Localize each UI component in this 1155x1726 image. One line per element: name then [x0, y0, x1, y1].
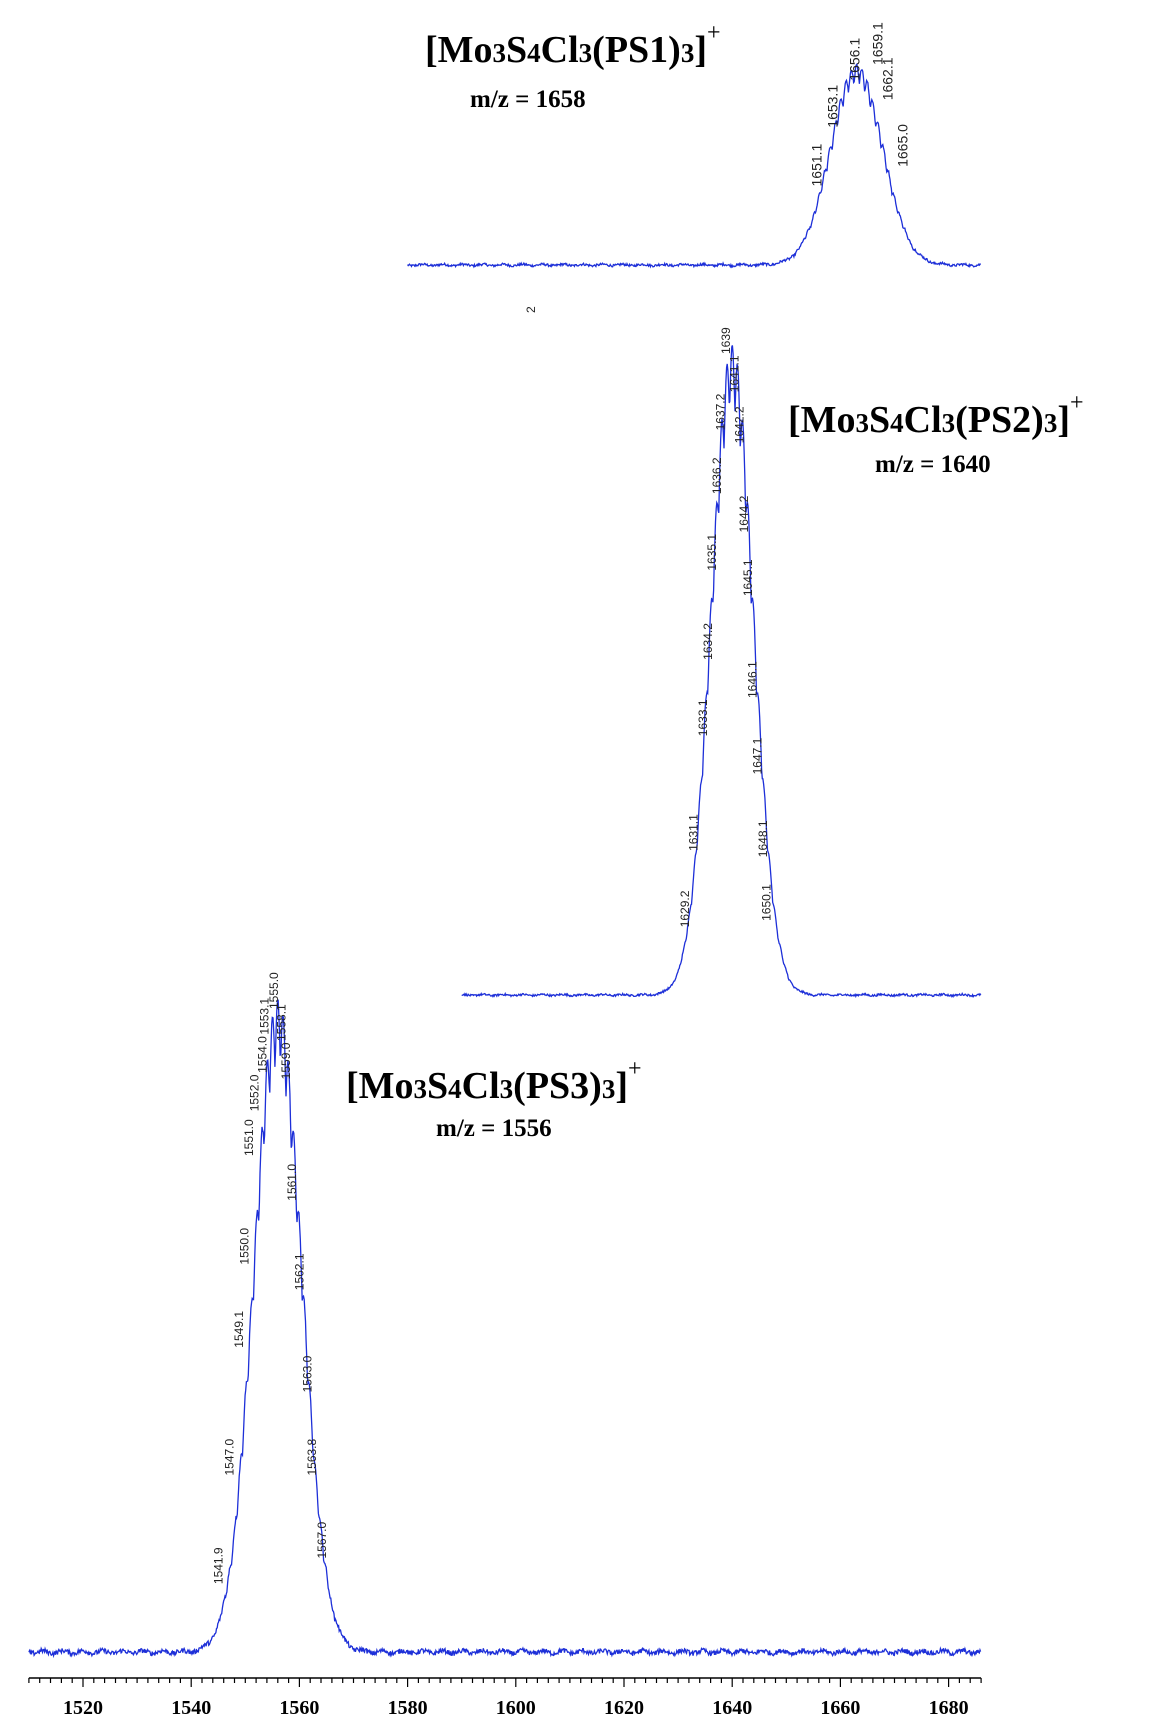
- series-formula-label: [Mo3S4Cl3(PS2)3]+: [788, 390, 1084, 441]
- series-labels: [Mo3S4Cl3(PS1)3]+ m/z = 1658 [Mo3S4Cl3(PS2…: [346, 20, 1084, 1142]
- peak-label: 1651.1: [809, 143, 825, 186]
- x-tick-label: 1520: [63, 1697, 103, 1719]
- peak-label: 1631.1: [687, 814, 701, 851]
- peak-label: 1559.0: [279, 1042, 293, 1079]
- x-tick-label: 1540: [171, 1697, 211, 1719]
- x-tick-label: 1680: [929, 1697, 969, 1719]
- peak-label: 1558.1: [274, 1004, 288, 1041]
- peak-label: 1646.1: [746, 661, 760, 698]
- peak-label: 1653.1: [825, 85, 841, 128]
- peak-label: 1629.2: [678, 890, 692, 927]
- peak-label: 1547.0: [222, 1438, 236, 1475]
- peak-label: 1645.1: [741, 559, 755, 596]
- peak-label: 1554.0: [255, 1036, 269, 1073]
- peak-label: 1555.0: [267, 972, 281, 1009]
- peak-label: 1633.1: [696, 699, 710, 736]
- x-tick-label: 1580: [388, 1697, 428, 1719]
- series-formula-label: [Mo3S4Cl3(PS1)3]+: [425, 20, 721, 71]
- peak-label: 1550.0: [238, 1228, 252, 1265]
- charge-superscript: +: [707, 20, 721, 46]
- peak-label: 1552.0: [247, 1074, 261, 1111]
- x-tick-label: 1660: [820, 1697, 860, 1719]
- spectrum-trace-1: [407, 62, 981, 269]
- x-tick-label: 1640: [712, 1697, 752, 1719]
- peak-label: 1650.1: [760, 884, 774, 921]
- peak-label: 1541.9: [212, 1547, 226, 1584]
- peak-label: 1563.0: [300, 1355, 314, 1392]
- peak-label: 1567.0: [315, 1521, 329, 1558]
- peak-label: 1549.1: [232, 1311, 246, 1348]
- peak-label: 1662.1: [879, 57, 895, 100]
- charge-superscript: +: [1070, 390, 1084, 416]
- peak-label: 1639: [719, 327, 733, 354]
- x-tick-label: 1620: [604, 1697, 644, 1719]
- peak-label: 1562.1: [293, 1253, 307, 1290]
- peak-label: 1642.2: [733, 406, 747, 443]
- peak-label: 1641.1: [728, 355, 742, 392]
- peak-label: 1635.1: [705, 534, 719, 571]
- peak-label: 1648.1: [756, 820, 770, 857]
- peak-label: 1665.0: [895, 124, 911, 167]
- series-mz-label: m/z = 1658: [470, 86, 586, 113]
- peak-label: 1647.1: [750, 737, 764, 774]
- x-tick-label: 1560: [279, 1697, 319, 1719]
- peak-label: 1636.2: [710, 457, 724, 494]
- spectrum-trace-3: [28, 999, 982, 1659]
- peak-label: 1656.1: [846, 38, 862, 81]
- peak-label: 1659.1: [870, 22, 886, 65]
- x-tick-label: 1600: [496, 1697, 536, 1719]
- spectra-traces: [28, 62, 982, 1659]
- spectrum-trace-2: [461, 345, 982, 999]
- peak-label: 1551.0: [242, 1119, 256, 1156]
- peak-label: 1637.2: [714, 393, 728, 430]
- peak-label: 1644.2: [737, 495, 751, 532]
- stray-mark: 2: [524, 306, 538, 313]
- peak-label: 1563.8: [305, 1438, 319, 1475]
- peak-label: 1634.2: [701, 623, 715, 660]
- peak-label: 1553.1: [258, 998, 272, 1035]
- charge-superscript: +: [628, 1056, 642, 1082]
- peak-label: 1561.0: [285, 1164, 299, 1201]
- series-formula-label: [Mo3S4Cl3(PS3)3]+: [346, 1056, 642, 1107]
- series-mz-label: m/z = 1556: [436, 1115, 552, 1142]
- x-axis: 1520 1540 1560 1580 1600 1620 1640 1660 1680: [28, 1677, 982, 1719]
- series-mz-label: m/z = 1640: [875, 451, 991, 478]
